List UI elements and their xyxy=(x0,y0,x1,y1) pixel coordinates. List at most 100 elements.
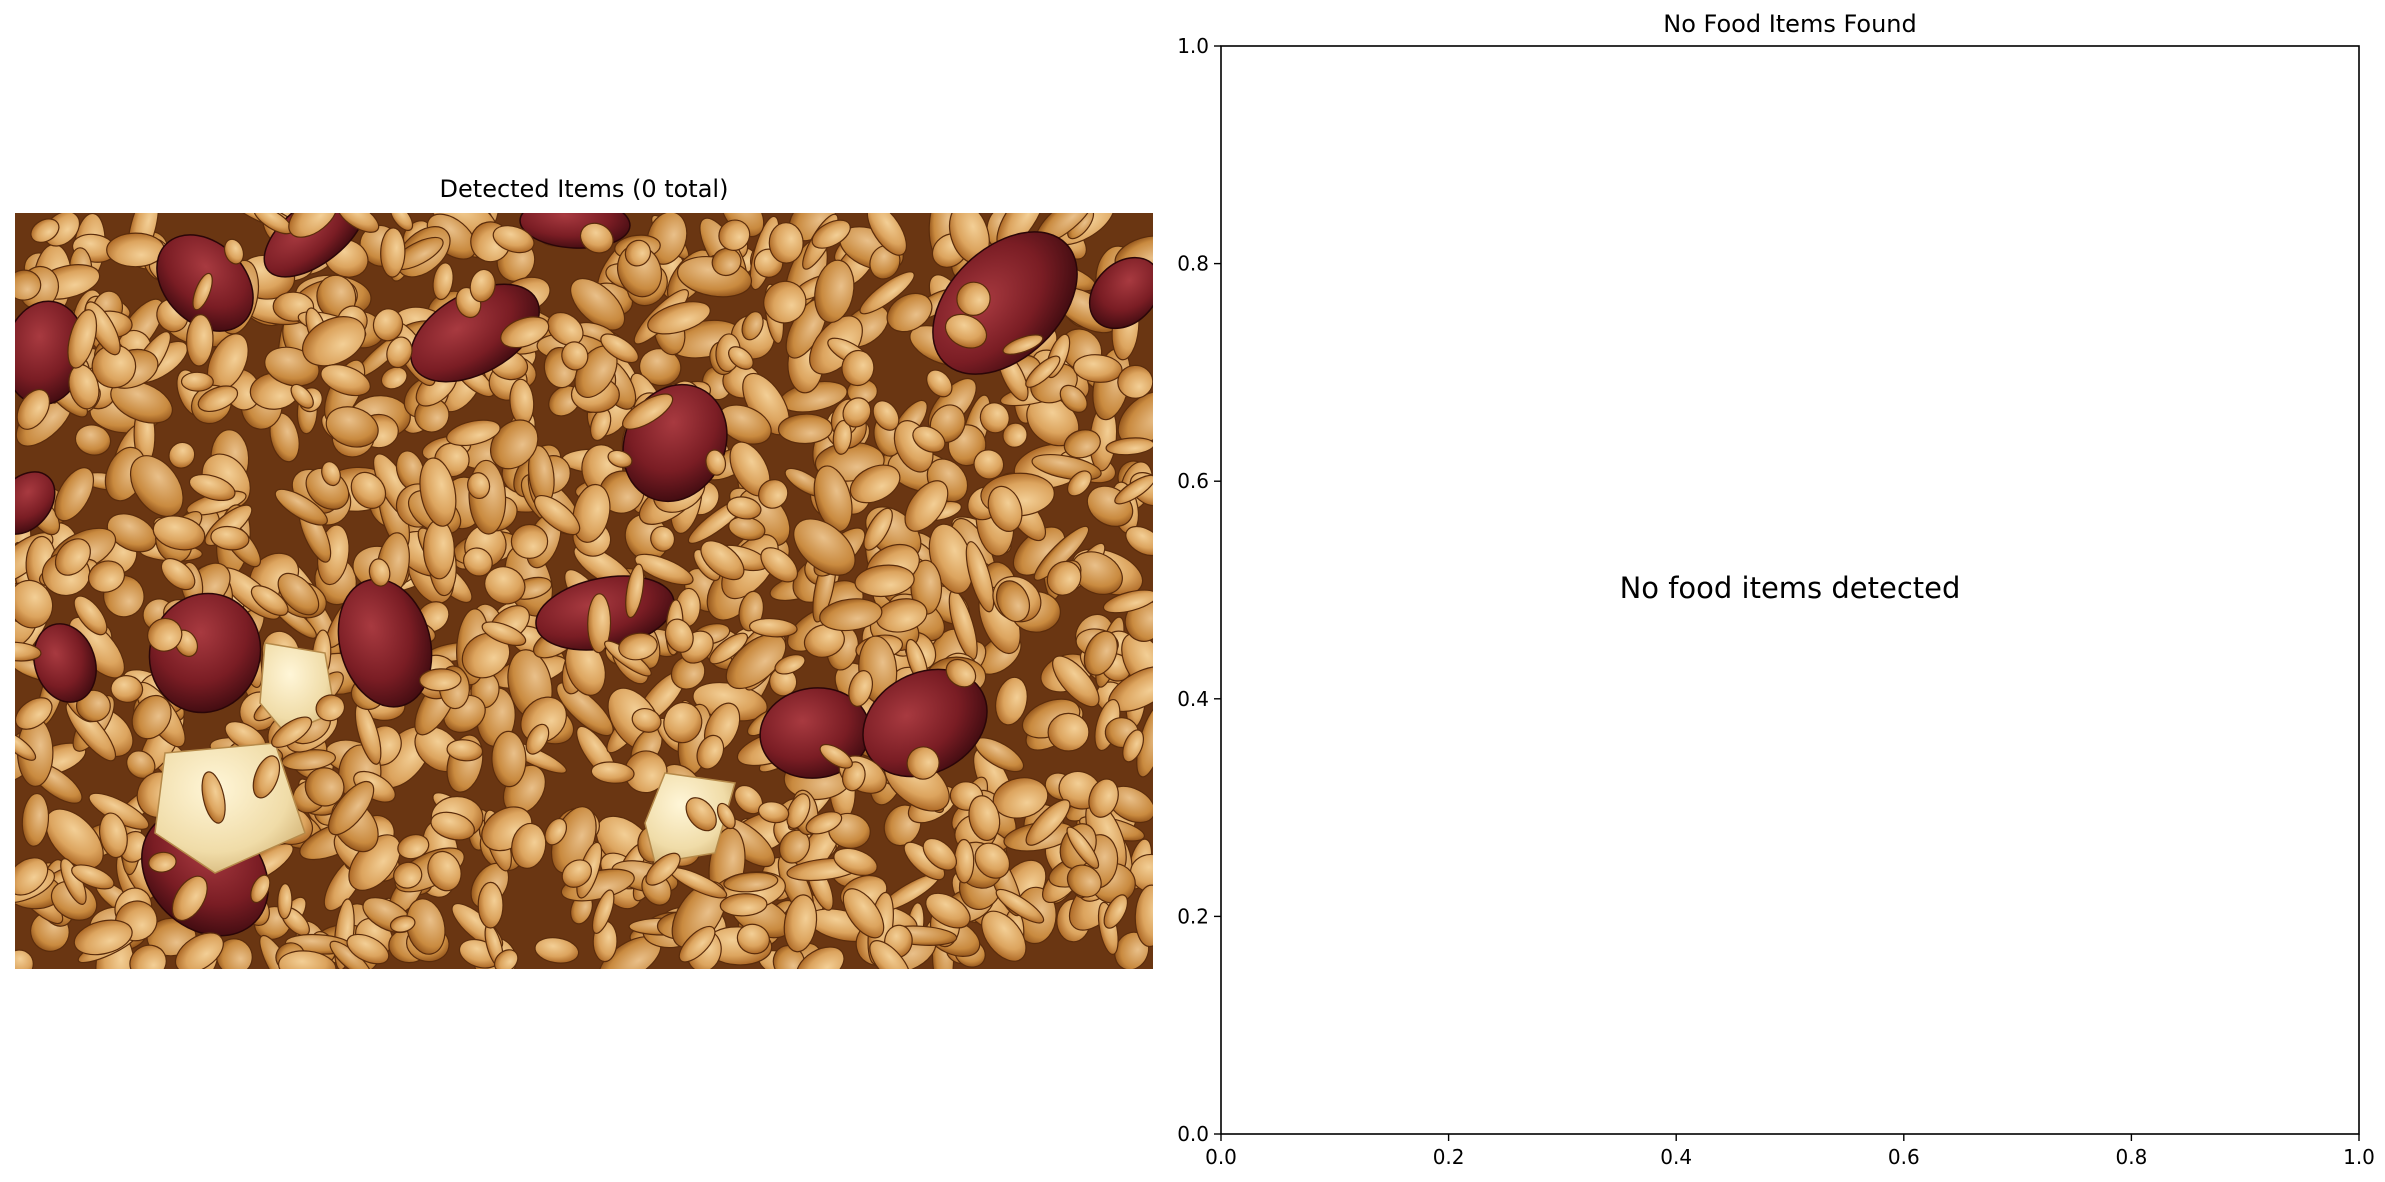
oat-flake xyxy=(796,946,845,969)
oat-flake xyxy=(129,944,167,969)
cranberry xyxy=(1088,256,1153,330)
oat-flake xyxy=(814,259,855,324)
oat-flake xyxy=(315,694,346,722)
oat-flake xyxy=(185,314,214,367)
oat-flake xyxy=(772,944,806,969)
oat-flake xyxy=(110,675,144,703)
oat-flake xyxy=(54,467,95,522)
x-tick-label: 0.6 xyxy=(1888,1145,1920,1169)
oat-flake xyxy=(1114,474,1153,505)
oat-flake xyxy=(15,857,49,896)
oat-flake xyxy=(393,861,423,889)
oat-flake xyxy=(556,682,614,737)
oat-flake xyxy=(129,455,184,517)
oat-flake xyxy=(728,346,754,370)
cranberry xyxy=(15,471,56,535)
oat-flake xyxy=(380,227,406,278)
oat-flake xyxy=(848,670,874,707)
x-tick-label: 0.2 xyxy=(1433,1145,1465,1169)
oat-flake xyxy=(288,213,339,238)
oat-flake xyxy=(726,496,762,520)
oat-flake xyxy=(561,859,592,888)
oat-flake xyxy=(131,694,172,740)
oat-flake xyxy=(866,213,908,256)
oat-flake xyxy=(1105,437,1153,456)
oat-flake xyxy=(15,697,53,730)
oat-flake xyxy=(336,213,380,233)
oat-flake xyxy=(813,465,853,533)
oat-flake xyxy=(647,301,711,335)
oat-flake xyxy=(716,802,736,830)
oat-flake xyxy=(15,949,34,969)
oat-flake xyxy=(546,311,584,346)
oat-flake xyxy=(73,919,133,956)
oat-flake xyxy=(277,572,320,616)
oat-flake xyxy=(1066,826,1100,869)
oat-flake xyxy=(886,292,933,333)
oat-flake xyxy=(709,632,748,665)
oat-flake xyxy=(723,871,779,893)
granola-photo xyxy=(15,213,1153,969)
oat-flake xyxy=(30,218,60,243)
oat-flake xyxy=(922,837,958,871)
oat-flake xyxy=(872,400,900,431)
oat-flake xyxy=(372,308,404,342)
oat-flake xyxy=(201,771,226,824)
axes-frame xyxy=(1220,45,2360,1135)
oat-flake xyxy=(719,893,768,917)
oat-flake xyxy=(849,464,901,504)
oat-flake xyxy=(54,538,91,576)
y-tick-label: 0.4 xyxy=(1177,687,1209,711)
oat-flake xyxy=(979,402,1010,434)
oat-flake xyxy=(926,369,953,398)
oat-flake xyxy=(197,385,239,413)
oat-flake xyxy=(1047,712,1090,752)
oat-flake xyxy=(579,222,614,254)
oat-flake xyxy=(763,280,807,324)
oat-flake xyxy=(446,739,484,762)
no-items-message: No food items detected xyxy=(1620,571,1961,605)
oat-flake xyxy=(625,563,645,619)
oat-flake xyxy=(510,523,549,559)
oat-flake xyxy=(15,641,42,662)
oat-flake xyxy=(500,316,550,349)
oat-flake xyxy=(622,393,674,430)
oat-flake xyxy=(274,488,328,526)
oat-flake xyxy=(1046,560,1082,596)
oat-flake xyxy=(645,852,681,886)
oat-flake xyxy=(147,617,183,652)
oat-flake xyxy=(591,889,615,934)
oat-flake xyxy=(534,937,580,964)
oat-flake xyxy=(757,801,790,824)
oat-flake xyxy=(854,564,915,598)
oat-flake xyxy=(152,515,206,551)
oat-flake xyxy=(1122,729,1145,763)
oat-flake xyxy=(906,746,940,780)
oat-flake xyxy=(223,238,245,265)
x-axis-ticks: 0.0 0.2 0.4 0.6 0.8 1.0 xyxy=(1205,1134,2375,1169)
oat-flake xyxy=(987,485,1023,532)
oat-flake xyxy=(290,383,314,409)
oat-flake xyxy=(389,915,416,933)
y-tick-label: 0.6 xyxy=(1177,469,1209,493)
oat-flake xyxy=(98,812,128,859)
oat-flake xyxy=(700,540,745,581)
oat-flake xyxy=(803,623,845,658)
oat-flake xyxy=(180,371,214,392)
oat-flake xyxy=(533,495,581,536)
cranberry xyxy=(862,668,988,778)
oat-flake xyxy=(462,547,493,577)
oat-flake xyxy=(995,580,1031,623)
oat-flake xyxy=(419,668,462,692)
oat-flake xyxy=(842,397,872,428)
oat-flake xyxy=(1025,355,1061,388)
oat-flake xyxy=(432,262,454,301)
oat-flake xyxy=(15,579,54,629)
oat-flake xyxy=(87,560,126,593)
oat-flake xyxy=(859,271,915,315)
y-axis-ticks: 0.0 0.2 0.4 0.6 0.8 1.0 xyxy=(1177,34,1221,1146)
oat-flake xyxy=(110,380,173,424)
oat-flake xyxy=(748,617,798,638)
oat-flake xyxy=(741,311,764,341)
oat-flake xyxy=(106,513,157,553)
